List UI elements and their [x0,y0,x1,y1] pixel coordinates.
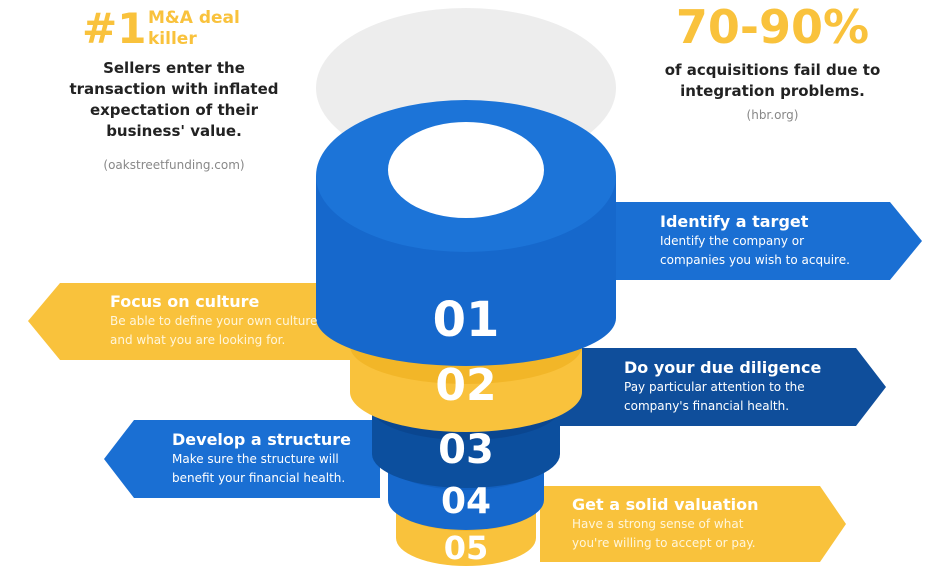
step-desc: Have a strong sense of what you're willi… [572,517,756,550]
left-stat-label: M&A deal killer [148,8,240,49]
step-desc: Make sure the structure will benefit you… [172,452,346,485]
step-number-03: 03 [438,427,494,473]
step-title: Identify a target [660,212,809,231]
arrow-focus-culture [28,283,360,360]
step-title: Focus on culture [110,292,260,311]
step-number-01: 01 [432,292,500,348]
step-02-text: Focus on culture Be able to define your … [110,292,317,350]
right-stat-source: (hbr.org) [746,108,799,122]
arrow-develop-structure [104,420,380,498]
left-stat-body: Sellers enter the transaction with infla… [69,59,279,140]
left-stat-value: #1 [82,4,147,53]
step-number-05: 05 [443,529,489,567]
left-stat-source: (oakstreetfunding.com) [103,158,245,172]
funnel-opening [388,122,544,218]
step-desc: Identify the company or companies you wi… [660,234,850,267]
right-stat-body: of acquisitions fail due to integration … [664,61,881,100]
step-number-04: 04 [440,481,492,522]
step-title: Do your due diligence [624,358,822,377]
step-04-text: Develop a structure Make sure the struct… [172,430,351,488]
step-desc: Be able to define your own culture and w… [110,314,318,347]
step-desc: Pay particular attention to the company'… [624,380,805,413]
step-01-text: Identify a target Identify the company o… [660,212,850,270]
step-05-text: Get a solid valuation Have a strong sens… [572,495,759,553]
arrow-identify-target [590,202,922,280]
step-title: Get a solid valuation [572,495,759,514]
right-stat-value: 70-90% [675,0,870,54]
step-number-02: 02 [435,360,497,411]
step-03-text: Do your due diligence Pay particular att… [624,358,821,416]
step-title: Develop a structure [172,430,351,449]
arrow-due-diligence [560,348,886,426]
arrow-solid-valuation [540,486,846,562]
